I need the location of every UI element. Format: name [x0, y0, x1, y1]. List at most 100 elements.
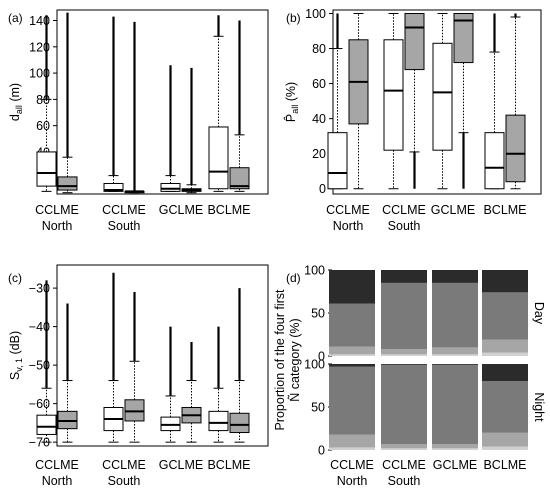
y-tick-label: 100 — [304, 264, 325, 278]
facet-label: Night — [532, 392, 546, 422]
box-white — [103, 182, 124, 192]
panel-c: (c) −30 −40 −50 −60 −70 Sv, 1 (dB) CCLME North CC… — [8, 264, 269, 488]
stacked-segment-light — [329, 346, 375, 355]
panel-tag: (d) — [286, 271, 301, 285]
box-white — [208, 410, 229, 432]
plot-frame — [56, 9, 269, 195]
x-tick-label-line2: North — [42, 474, 73, 488]
stacked-segment-lighter — [432, 448, 478, 450]
x-tick-label-line2: South — [108, 474, 141, 488]
stacked-segment-dark — [329, 364, 375, 367]
panel-tag: (b) — [286, 11, 301, 25]
x-tick-label: BCLME — [483, 203, 526, 217]
box-white — [160, 182, 181, 192]
stacked-segment-dark — [432, 270, 478, 283]
stacked-segment-lighter — [482, 352, 528, 356]
y-tick-label: 100 — [304, 358, 325, 372]
y-axis-label-sub: all — [14, 105, 24, 114]
y-axis-label-main: S — [8, 372, 22, 380]
stacked-segment-light — [329, 434, 375, 448]
box-white — [383, 39, 404, 151]
stacked-segment-light — [381, 443, 427, 449]
stacked-segment-light — [381, 349, 427, 355]
y-tick-label: 80 — [312, 42, 326, 56]
stacked-segment-mid — [482, 381, 528, 433]
stacked-segment-dark — [482, 270, 528, 293]
x-tick-label-line2: North — [337, 474, 368, 488]
x-tick-label: CCLME — [382, 458, 426, 472]
y-tick-label: 100 — [305, 7, 326, 21]
facet-label: Day — [532, 302, 546, 325]
y-axis-label-sub: all — [290, 105, 300, 114]
y-axis-label-unit: (m) — [8, 83, 22, 105]
stacked-segment-mid — [482, 292, 528, 340]
y-axis-label-unit: (dB) — [8, 331, 22, 358]
x-tick-label: BCLME — [207, 458, 250, 472]
x-tick-label: GCLME — [431, 203, 475, 217]
stacked-segment-light — [482, 339, 528, 353]
y-axis-label: Sv, 1 (dB) — [8, 331, 24, 380]
stacked-segment-dark — [381, 270, 427, 283]
y-tick-label: 140 — [29, 14, 50, 28]
y-axis-label: Proportion of the four first — [273, 289, 287, 431]
box-grey — [453, 13, 474, 64]
y-tick-label: −50 — [29, 359, 50, 373]
stacked-segment-dark — [329, 270, 375, 304]
x-tick-label: BCLME — [483, 458, 526, 472]
x-tick-label-line2: South — [108, 219, 141, 233]
stacked-segment-light — [432, 347, 478, 355]
plot-frame — [332, 9, 542, 195]
stacked-segment-mid — [381, 364, 427, 444]
box-grey — [505, 114, 526, 183]
x-tick-label-line2: South — [388, 219, 421, 233]
stacked-segment-dark — [482, 364, 528, 382]
y-tick-label: 50 — [311, 307, 325, 321]
box-grey — [229, 412, 250, 434]
x-tick-label: CCLME — [35, 203, 79, 217]
x-tick-label-line2: North — [333, 219, 364, 233]
y-axis-label-main: d — [8, 114, 22, 121]
x-tick-label: GCLME — [159, 203, 203, 217]
box-white — [36, 151, 57, 187]
y-axis-label-sub: v, 1 — [14, 358, 24, 372]
y-axis-label: dall (m) — [8, 83, 24, 121]
stacked-segment-light — [482, 432, 528, 447]
y-tick-label: 0 — [319, 182, 326, 196]
y-axis-label-line2: Ñ category (%) — [288, 318, 302, 401]
stacked-segment-lighter — [381, 354, 427, 356]
x-tick-label: CCLME — [382, 203, 426, 217]
box-white — [484, 132, 505, 190]
y-axis-label-main: P̂ — [283, 114, 298, 122]
y-tick-label: 120 — [29, 40, 50, 54]
box-grey — [57, 176, 78, 191]
panel-b: (b) 0 20 40 60 80 100 P̂all (%) CCLME North CCLME S… — [283, 7, 542, 233]
x-tick-label: GCLME — [159, 458, 203, 472]
stacked-segment-lighter — [482, 446, 528, 450]
y-tick-label: 40 — [312, 112, 326, 126]
x-tick-label: CCLME — [102, 203, 146, 217]
y-tick-label: −70 — [29, 436, 50, 450]
stacked-segment-lighter — [329, 447, 375, 450]
y-tick-label: 0 — [318, 350, 325, 364]
stacked-segment-mid — [432, 364, 478, 444]
stacked-segment-mid — [381, 282, 427, 350]
y-axis-label-unit: (%) — [284, 82, 298, 105]
stacked-segment-mid — [329, 366, 375, 435]
panel-d: (d) 0 50 100 Day 0 50 100 Night Proportion of the… — [273, 264, 546, 489]
stacked-segment-mid — [432, 282, 478, 348]
stacked-segment-lighter — [381, 448, 427, 450]
stacked-segment-lighter — [329, 354, 375, 356]
x-tick-label: CCLME — [102, 458, 146, 472]
x-tick-label-line2: North — [42, 219, 73, 233]
box-white — [36, 414, 57, 435]
panel-tag: (c) — [8, 271, 22, 285]
stacked-segment-lighter — [432, 354, 478, 356]
y-tick-label: −30 — [29, 282, 50, 296]
box-grey — [229, 167, 250, 190]
y-tick-label: −40 — [29, 320, 50, 334]
y-tick-label: −60 — [29, 397, 50, 411]
y-tick-label: 0 — [318, 444, 325, 458]
y-tick-label: 60 — [312, 77, 326, 91]
x-tick-label: CCLME — [35, 458, 79, 472]
